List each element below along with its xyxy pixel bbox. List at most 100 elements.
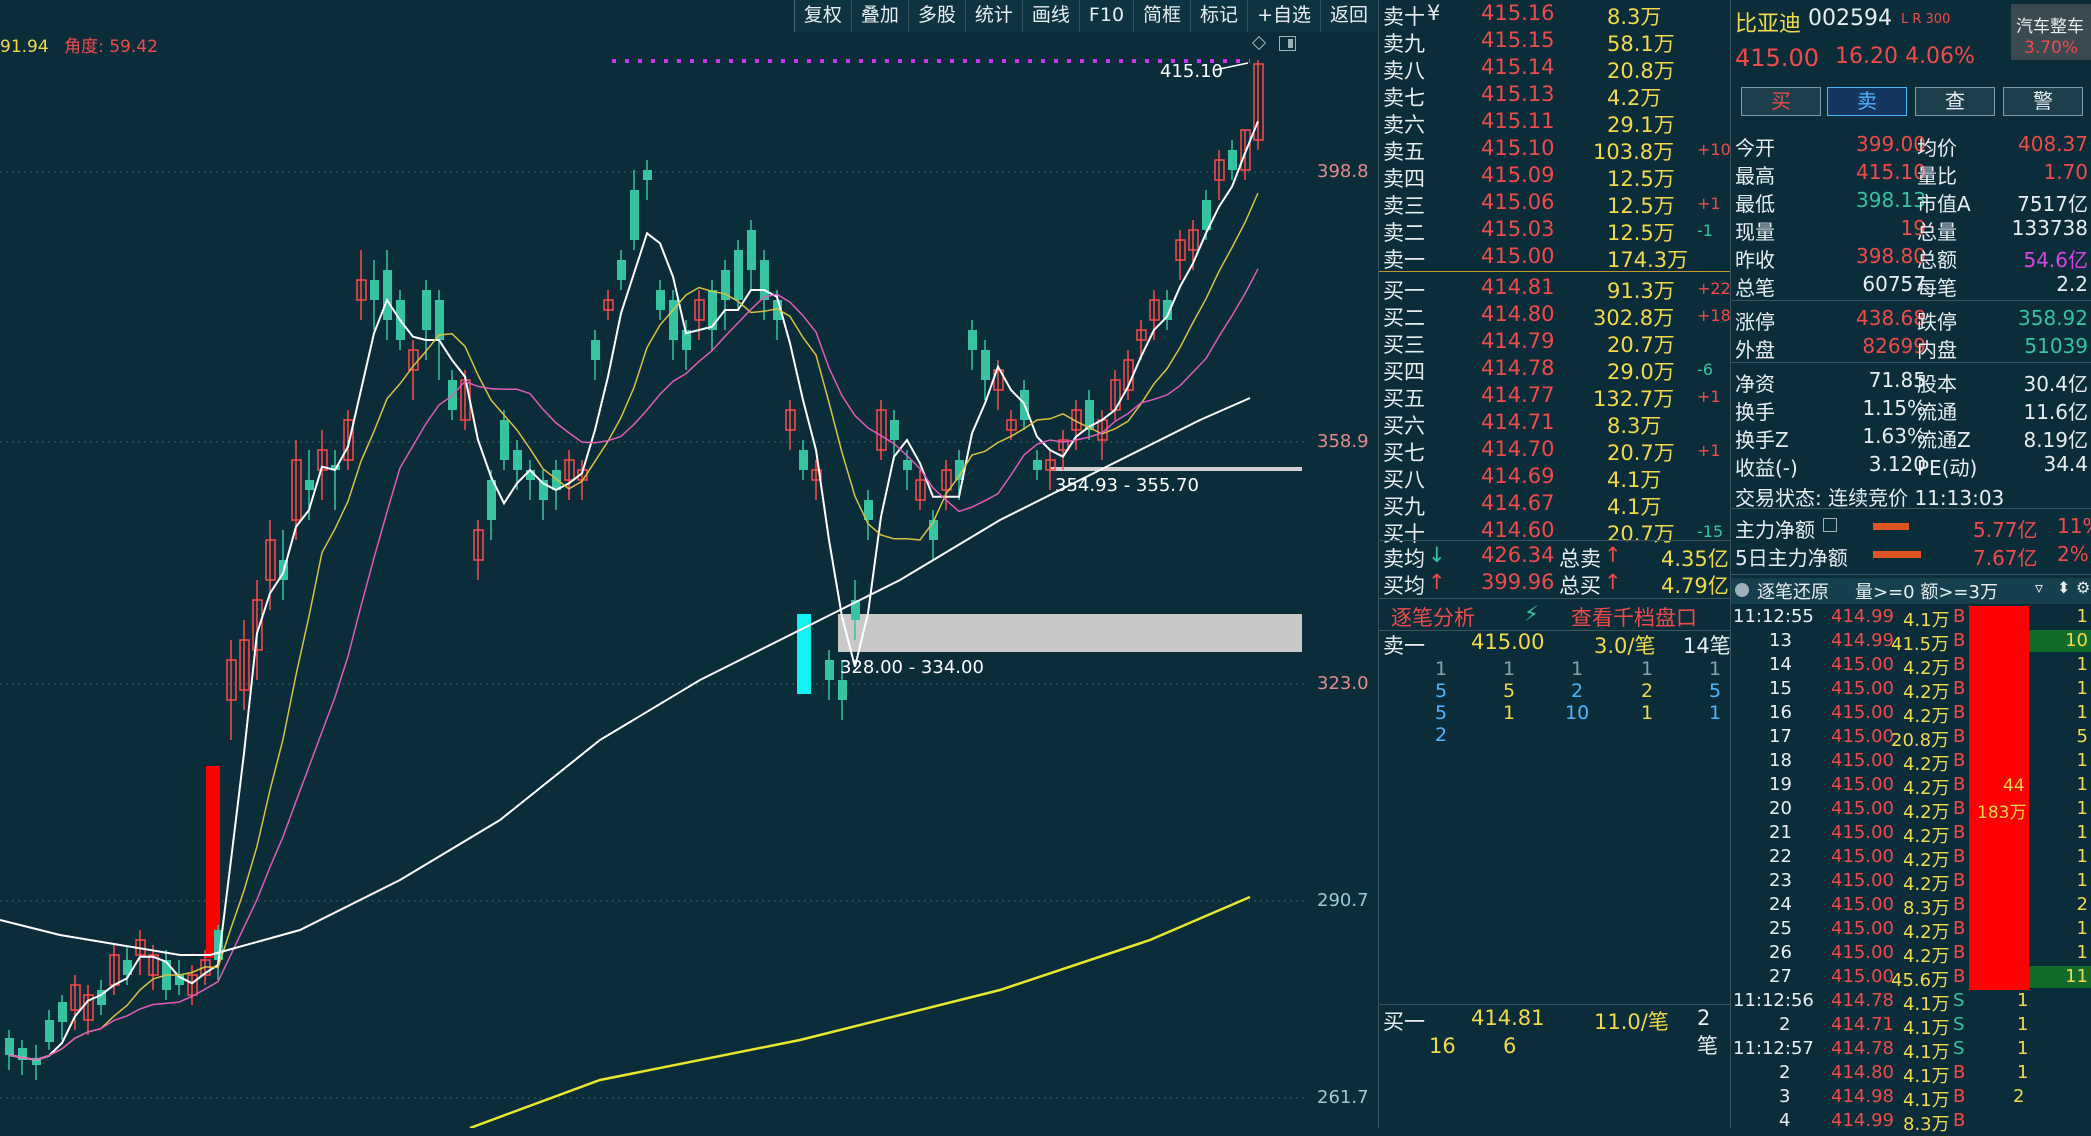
- ask-row: 卖七 415.13 4.2万: [1379, 82, 1731, 110]
- ask-price: 415.03: [1481, 217, 1555, 241]
- toolbar-button[interactable]: 叠加: [850, 0, 908, 32]
- collapse-icon[interactable]: [1735, 583, 1749, 597]
- tick-price: 415.00: [1831, 894, 1894, 915]
- tick-volume: 4.1万: [1903, 994, 1950, 1015]
- toolbar-button[interactable]: 复权: [793, 0, 851, 32]
- tick-row: 21 415.00 4.2万 B 1: [1731, 822, 2091, 847]
- candle-body: [656, 290, 665, 310]
- queue-cell: 2: [1571, 680, 1584, 702]
- quote-value: 358.92: [2018, 306, 2088, 330]
- toolbar-button[interactable]: F10: [1078, 0, 1134, 32]
- quote-label: 内盘: [1917, 338, 1957, 362]
- tick-row: 15 415.00 4.2万 B 1: [1731, 678, 2091, 703]
- queue-cell: 5: [1435, 702, 1448, 724]
- tick-volume: 4.2万: [1903, 802, 1950, 823]
- ticks-filter[interactable]: 量>=0 额>=3万: [1855, 582, 1998, 603]
- tick-row: 3 414.98 4.1万 B 2: [1731, 1086, 2091, 1111]
- bid-volume: 132.7万: [1593, 387, 1675, 411]
- toolbar-button[interactable]: 标记: [1190, 0, 1248, 32]
- trade-button[interactable]: 警: [2003, 87, 2083, 116]
- candle-body: [239, 639, 250, 691]
- tick-side: B: [1953, 918, 1966, 939]
- bid-price: 414.77: [1481, 383, 1555, 407]
- quote-row: 最低 398.13 市值A 7517亿: [1731, 188, 2091, 216]
- tick-side: S: [1953, 1014, 1965, 1035]
- tick-count: 1: [2017, 990, 2029, 1011]
- settings-icon[interactable]: ⚙: [2076, 578, 2091, 597]
- view-depth-link[interactable]: 查看千档盘口: [1571, 606, 1697, 630]
- toolbar-button[interactable]: +自选: [1247, 0, 1320, 32]
- bid-volume: 91.3万: [1607, 279, 1675, 303]
- tick-side: S: [1953, 1038, 1965, 1059]
- bid-change: +18: [1697, 306, 1731, 325]
- queue-cell: 2: [1641, 680, 1654, 702]
- sector-badge[interactable]: 汽车整车 3.70%: [2011, 4, 2091, 60]
- trade-button[interactable]: 卖: [1827, 87, 1907, 116]
- sort-icon[interactable]: ⬍: [2057, 578, 2071, 597]
- toolbar-button[interactable]: 返回: [1319, 0, 1377, 32]
- candle-body: [876, 409, 887, 451]
- toolbar-button[interactable]: 画线: [1021, 0, 1079, 32]
- ask-volume: 12.5万: [1607, 194, 1675, 218]
- trade-button[interactable]: 查: [1915, 87, 1995, 116]
- bid-volume: 4.1万: [1607, 495, 1662, 519]
- quote-row: 净资 71.85 股本 30.4亿: [1731, 368, 2091, 396]
- bid-volume: 8.3万: [1607, 414, 1662, 438]
- tick-analysis-tab[interactable]: 逐笔分析: [1391, 606, 1475, 630]
- toolbar-button[interactable]: 统计: [964, 0, 1022, 32]
- support-zone-lower: [838, 614, 1302, 652]
- tick-side: B: [1953, 942, 1966, 963]
- tick-time: 14: [1769, 654, 1792, 675]
- quote-label: 市值A: [1917, 192, 1971, 216]
- candle-body: [1149, 299, 1160, 321]
- candle-body: [694, 299, 705, 321]
- ask-price: 415.00: [1481, 244, 1555, 268]
- candle-body: [1045, 459, 1056, 471]
- bid-volume: 20.7万: [1607, 441, 1675, 465]
- quote-label: 外盘: [1735, 338, 1775, 362]
- y-tick-label: 398.8: [1317, 161, 1369, 182]
- tick-side: B: [1953, 630, 1966, 651]
- buy1-per: 11.0/笔: [1594, 1010, 1669, 1034]
- avg-sell-label: 卖均: [1383, 547, 1425, 571]
- tick-count: 1: [2076, 774, 2088, 795]
- tick-price: 415.00: [1831, 750, 1894, 771]
- candle-body: [890, 420, 899, 440]
- candle-body: [915, 479, 926, 501]
- total-sell-value: 4.35亿: [1661, 547, 1729, 571]
- tick-row: 11:12:57 414.78 4.1万 S 1: [1731, 1038, 2091, 1063]
- kline-svg[interactable]: 415.10 354.93 - 355.70 328.00 - 334.00: [0, 0, 1310, 1128]
- toolbar-button[interactable]: 多股: [907, 0, 965, 32]
- tick-row: 2 414.71 4.1万 S 1: [1731, 1014, 2091, 1039]
- quote-row: 收益(-) 3.120 PE(动) 34.4: [1731, 452, 2091, 480]
- candle-body: [435, 300, 444, 340]
- quote-label: 换手: [1735, 400, 1775, 424]
- separator: [1731, 300, 2091, 301]
- tick-count: 1: [2076, 822, 2088, 843]
- candle-body: [1006, 419, 1017, 431]
- kline-chart-panel[interactable]: 复权 叠加 多股 统计 画线 F10 简框 标记 +自选 返回 91.94 角度: 59.42 4…: [0, 0, 1378, 1128]
- tick-time: 11:12:56: [1733, 990, 1814, 1011]
- ask-price: 415.15: [1481, 28, 1555, 52]
- chart-info-row: 91.94 角度: 59.42: [0, 32, 158, 57]
- queue-cell: 6: [1503, 1034, 1517, 1058]
- candle-body: [734, 250, 743, 300]
- candle-body: [513, 450, 522, 470]
- trade-button[interactable]: 买: [1741, 87, 1821, 116]
- bid-row: 买四 414.78 29.0万 -6: [1379, 356, 1731, 384]
- toolbar-button[interactable]: 简框: [1133, 0, 1191, 32]
- filter-icon[interactable]: ▿: [2035, 578, 2044, 597]
- ask-price: 415.11: [1481, 109, 1555, 133]
- candle-body: [422, 290, 431, 330]
- window-toggle-icon[interactable]: [1279, 36, 1296, 51]
- bid-row: 买三 414.79 20.7万: [1379, 329, 1731, 357]
- main5-pct: 2%: [2057, 542, 2089, 566]
- bid-label: 买八: [1383, 468, 1425, 492]
- candle-body: [760, 260, 769, 300]
- sell1-per: 3.0/笔: [1594, 634, 1656, 658]
- info-icon[interactable]: [1823, 518, 1837, 532]
- ask-volume: 58.1万: [1607, 32, 1675, 56]
- lightning-icon[interactable]: ⚡: [1524, 602, 1539, 626]
- quote-value: 2.2: [2056, 272, 2088, 296]
- ask-change: +1: [1697, 194, 1721, 213]
